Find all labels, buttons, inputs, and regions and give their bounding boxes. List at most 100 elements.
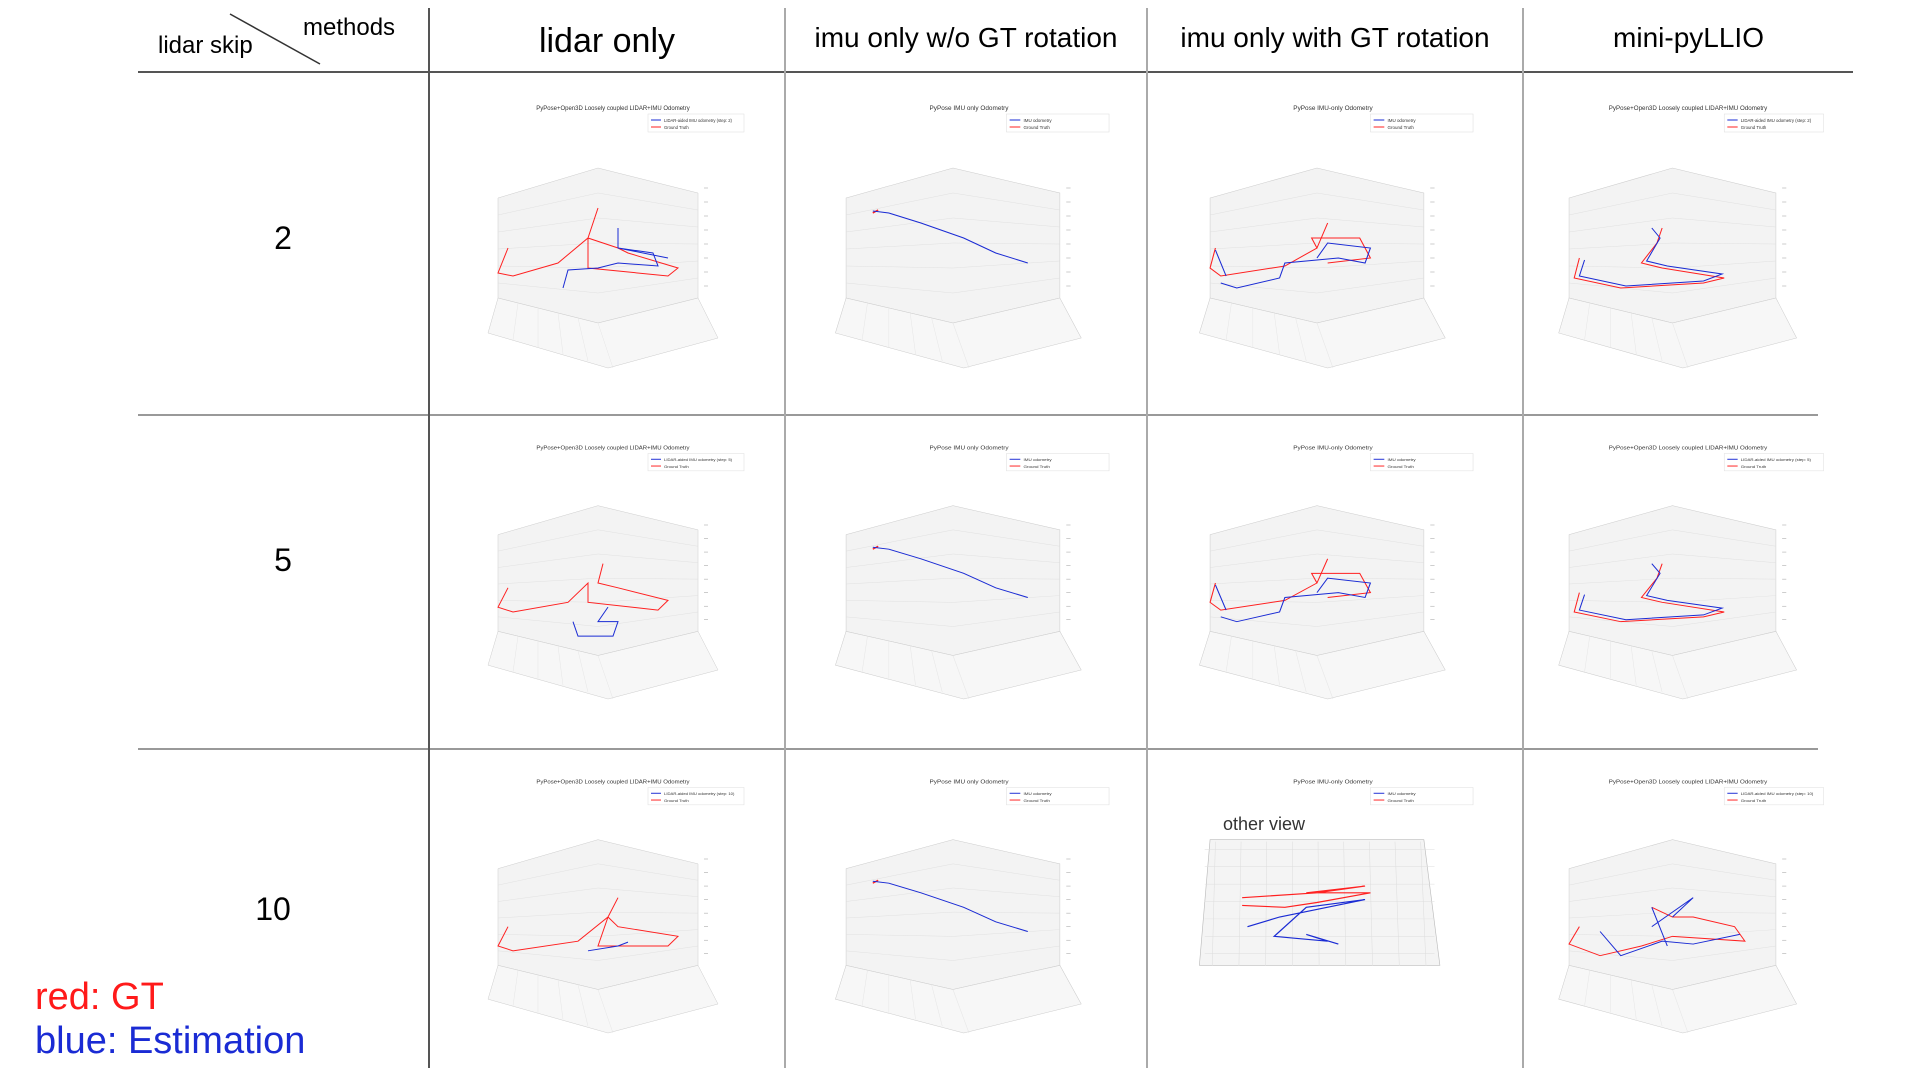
estimation-trajectory — [587, 941, 629, 952]
plot-pane — [845, 505, 1061, 656]
plot-title: PyPose IMU only Odometry — [929, 105, 1009, 112]
estimation-trajectory — [562, 228, 669, 289]
corner-header: lidar skip methods — [138, 8, 428, 72]
plot-pane — [1209, 167, 1425, 324]
legend-gt-label: Ground Truth — [1024, 798, 1051, 803]
other-view-label: other view — [1223, 814, 1306, 834]
column-header-imu-no-gt: imu only w/o GT rotation — [814, 22, 1118, 53]
plot-pane — [1568, 505, 1777, 656]
gt-trajectory — [1573, 227, 1725, 289]
column-header-lidar-only: lidar only — [538, 22, 676, 60]
plot-legend — [1723, 787, 1824, 806]
plot-imu-noGT-skip10: PyPose IMU only Odometry IMU odometry Grou… — [814, 772, 1124, 1062]
plot-pane — [497, 839, 699, 990]
legend-gt-label: Ground Truth — [1741, 798, 1767, 803]
plot-pyllio-skip2: PyPose+Open3D Loosely coupled LIDAR+IMU … — [1538, 98, 1838, 398]
legend-gt-label: Ground Truth — [664, 125, 689, 130]
legend-estimation-label: IMU odometry — [1024, 457, 1053, 462]
plot-pyllio-skip10: PyPose+Open3D Loosely coupled LIDAR+IMU … — [1538, 772, 1838, 1062]
legend-estimation-label: LIDAR-aided IMU odometry (step: 5) — [664, 457, 733, 462]
plot-pane — [1568, 167, 1777, 324]
estimation-trajectory — [1214, 242, 1372, 289]
plot-pane — [1209, 505, 1425, 656]
plot-legend — [647, 787, 745, 806]
legend-gt-label: Ground Truth — [664, 464, 689, 469]
plot-legend — [1006, 113, 1110, 133]
gt-trajectory — [497, 207, 680, 277]
trajectory-plot: PyPose+Open3D Loosely coupled LIDAR+IMU … — [487, 780, 745, 1034]
plot-imu-GT-skip2: PyPose IMU-only Odometry IMU odometry Grou… — [1178, 98, 1488, 398]
plot-pane — [845, 839, 1061, 990]
plot-title: PyPose+Open3D Loosely coupled LIDAR+IMU … — [1609, 780, 1768, 786]
legend-estimation-label: LIDAR-aided IMU odometry (step: 2) — [1741, 118, 1812, 123]
plot-legend — [1370, 787, 1474, 806]
legend-gt-label: Ground Truth — [1741, 125, 1767, 130]
plot-legend — [1370, 453, 1474, 472]
estimation-trajectory — [872, 880, 1028, 932]
legend-estimation-label: IMU odometry — [1388, 791, 1417, 796]
plot-title: PyPose+Open3D Loosely coupled LIDAR+IMU … — [536, 780, 689, 786]
plot-legend — [1723, 113, 1824, 133]
trajectory-plot: PyPose+Open3D Loosely coupled LIDAR+IMU … — [487, 446, 745, 700]
estimation-trajectory — [872, 546, 1028, 598]
col-divider-3 — [1522, 8, 1524, 1068]
plot-imu-GT-skip5: PyPose IMU-only Odometry IMU odometry Grou… — [1178, 438, 1488, 728]
trajectory-plot: PyPose IMU only Odometry IMU odometry Grou… — [835, 779, 1110, 1034]
legend-estimation-label: LIDAR-aided IMU odometry (step: 2) — [664, 118, 733, 123]
corner-row-label: lidar skip — [158, 32, 253, 59]
plot-pyllio-skip5: PyPose+Open3D Loosely coupled LIDAR+IMU … — [1538, 438, 1838, 728]
plot-imu-GT-skip10: PyPose IMU-only Odometry IMU odometry Grou… — [1178, 772, 1488, 1062]
plot-title: PyPose+Open3D Loosely coupled LIDAR+IMU … — [536, 106, 689, 112]
row-label-2: 2 — [274, 220, 292, 256]
trajectory-plot: PyPose IMU only Odometry IMU odometry Grou… — [835, 445, 1110, 700]
legend-estimation-label: LIDAR-aided IMU odometry (step: 10) — [1741, 791, 1814, 796]
trajectory-plot: PyPose+Open3D Loosely coupled LIDAR+IMU … — [487, 106, 745, 369]
plot-legend — [1723, 453, 1824, 472]
plot-legend — [1006, 453, 1110, 472]
legend-gt-label: Ground Truth — [664, 798, 689, 803]
plot-title: PyPose+Open3D Loosely coupled LIDAR+IMU … — [1609, 446, 1768, 452]
plot-legend — [1370, 113, 1474, 133]
gt-trajectory — [1573, 563, 1725, 623]
gt-trajectory — [1568, 906, 1746, 957]
col-divider-2 — [1146, 8, 1148, 1068]
plot-imu-noGT-skip5: PyPose IMU only Odometry IMU odometry Grou… — [814, 438, 1124, 728]
plot-lidar-skip2: PyPose+Open3D Loosely coupled LIDAR+IMU … — [468, 98, 758, 398]
plot-title: PyPose IMU-only Odometry — [1293, 445, 1373, 452]
estimation-trajectory — [1599, 897, 1740, 957]
red-gt-note: red: GT — [35, 976, 164, 1018]
row-label-10: 10 — [255, 891, 291, 927]
legend-gt-label: Ground Truth — [1388, 464, 1415, 469]
gt-trajectory — [1242, 885, 1371, 908]
plot-pane — [1568, 839, 1777, 990]
legend-gt-label: Ground Truth — [1388, 125, 1415, 130]
estimation-trajectory — [1578, 227, 1725, 287]
row-label-5: 5 — [274, 542, 292, 578]
plot-title: PyPose IMU-only Odometry — [1293, 779, 1373, 786]
comparison-table: lidar skip methods lidar only imu only w… — [138, 8, 1853, 1068]
gt-trajectory — [1209, 222, 1372, 277]
row-divider-2 — [138, 748, 1818, 750]
plot-title: PyPose+Open3D Loosely coupled LIDAR+IMU … — [1609, 105, 1768, 112]
plot-legend — [647, 113, 745, 133]
plot-legend — [1006, 787, 1110, 806]
legend-estimation-label: LIDAR-aided IMU odometry (step: 5) — [1741, 457, 1812, 462]
plot-pane — [497, 505, 699, 656]
column-header-imu-gt: imu only with GT rotation — [1180, 22, 1490, 53]
diagonal-line — [229, 13, 321, 65]
plot-title: PyPose+Open3D Loosely coupled LIDAR+IMU … — [536, 446, 689, 452]
legend-gt-label: Ground Truth — [1741, 464, 1767, 469]
legend-estimation-label: IMU odometry — [1024, 118, 1053, 123]
legend-gt-label: Ground Truth — [1024, 464, 1051, 469]
trajectory-plot: PyPose IMU only Odometry IMU odometry Grou… — [835, 105, 1110, 369]
trajectory-plot: PyPose+Open3D Loosely coupled LIDAR+IMU … — [1558, 780, 1824, 1034]
estimation-trajectory — [872, 210, 1028, 264]
plot-lidar-skip5: PyPose+Open3D Loosely coupled LIDAR+IMU … — [468, 438, 758, 728]
legend-estimation-label: LIDAR-aided IMU odometry (step: 10) — [664, 791, 735, 796]
plot-title: PyPose IMU-only Odometry — [1293, 105, 1373, 112]
plot-title: PyPose IMU only Odometry — [929, 779, 1009, 786]
legend-estimation-label: IMU odometry — [1388, 118, 1417, 123]
gt-trajectory — [1209, 558, 1372, 611]
trajectory-plot: PyPose IMU-only Odometry IMU odometry Grou… — [1199, 105, 1474, 369]
header-divider — [138, 71, 1853, 73]
